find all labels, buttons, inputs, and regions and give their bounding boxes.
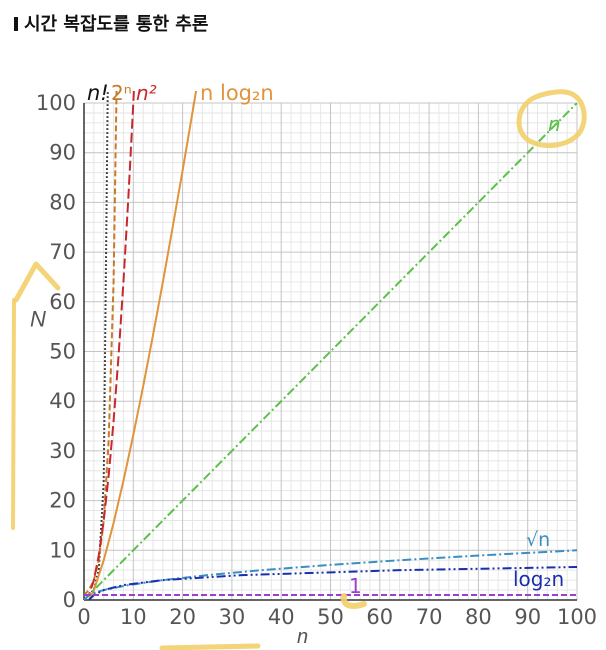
x-tick-label: 80: [465, 605, 492, 629]
x-tick-label: 0: [77, 605, 90, 629]
x-tick-label: 100: [557, 605, 597, 629]
chart-series-labels: n! 2ⁿ n² n log₂n n √n log₂n 1: [87, 81, 564, 598]
x-axis-label: n: [297, 626, 308, 648]
series-label: n²: [136, 81, 157, 105]
handwritten-annotations: [11, 89, 587, 650]
y-tick-label: 30: [49, 439, 76, 463]
y-tick-label: 60: [49, 290, 76, 314]
x-tick-label: 10: [120, 605, 147, 629]
y-tick-label: 20: [49, 489, 76, 513]
series-line: [84, 102, 578, 600]
chart-axes: [83, 103, 577, 601]
y-tick-label: 100: [36, 91, 76, 115]
y-tick-label: 90: [49, 141, 76, 165]
page-title: 시간 복잡도를 통한 추론: [14, 10, 208, 36]
y-tick-label: 40: [49, 389, 76, 413]
highlight-bottom-stroke: [159, 643, 261, 650]
chart-grid: [83, 102, 578, 601]
series-label: 1: [349, 574, 362, 598]
highlight-underline: [340, 593, 367, 609]
y-tick-label: 80: [49, 190, 76, 214]
chart-series: [84, 91, 578, 600]
series-label: n: [548, 112, 561, 136]
page-title-text: 시간 복잡도를 통한 추론: [24, 14, 209, 35]
x-tick-label: 30: [219, 605, 246, 629]
series-line: [84, 549, 578, 600]
x-tick-label: 90: [514, 605, 541, 629]
x-tick-label: 70: [416, 605, 443, 629]
highlight-circle: [516, 89, 587, 149]
y-tick-label: 0: [63, 588, 76, 612]
x-tick-label: 50: [317, 605, 344, 629]
series-lines: [84, 91, 578, 600]
title-bar-marker: [14, 17, 18, 31]
series-label: n!: [87, 81, 109, 105]
x-tick-label: 40: [268, 605, 295, 629]
series-line: [84, 91, 135, 600]
series-label: √n: [526, 529, 550, 551]
y-axis-label: N: [30, 307, 46, 332]
y-tick-label: 10: [49, 538, 76, 562]
highlight-axis-stroke: [11, 298, 16, 530]
x-tick-label: 60: [366, 605, 393, 629]
series-label: n log₂n: [200, 81, 274, 105]
series-line: [88, 91, 198, 600]
chart-tick-labels: 0 10 20 30 40 50 60 70 80 90 100 0 10 20 30 40 50 60 70 80 9…: [30, 91, 597, 648]
x-tick-label: 20: [169, 605, 196, 629]
y-tick-label: 70: [49, 240, 76, 264]
series-label: log₂n: [513, 567, 564, 591]
highlight-arrow-head: [13, 261, 61, 303]
y-tick-label: 50: [49, 340, 76, 364]
series-label: 2ⁿ: [111, 81, 132, 105]
